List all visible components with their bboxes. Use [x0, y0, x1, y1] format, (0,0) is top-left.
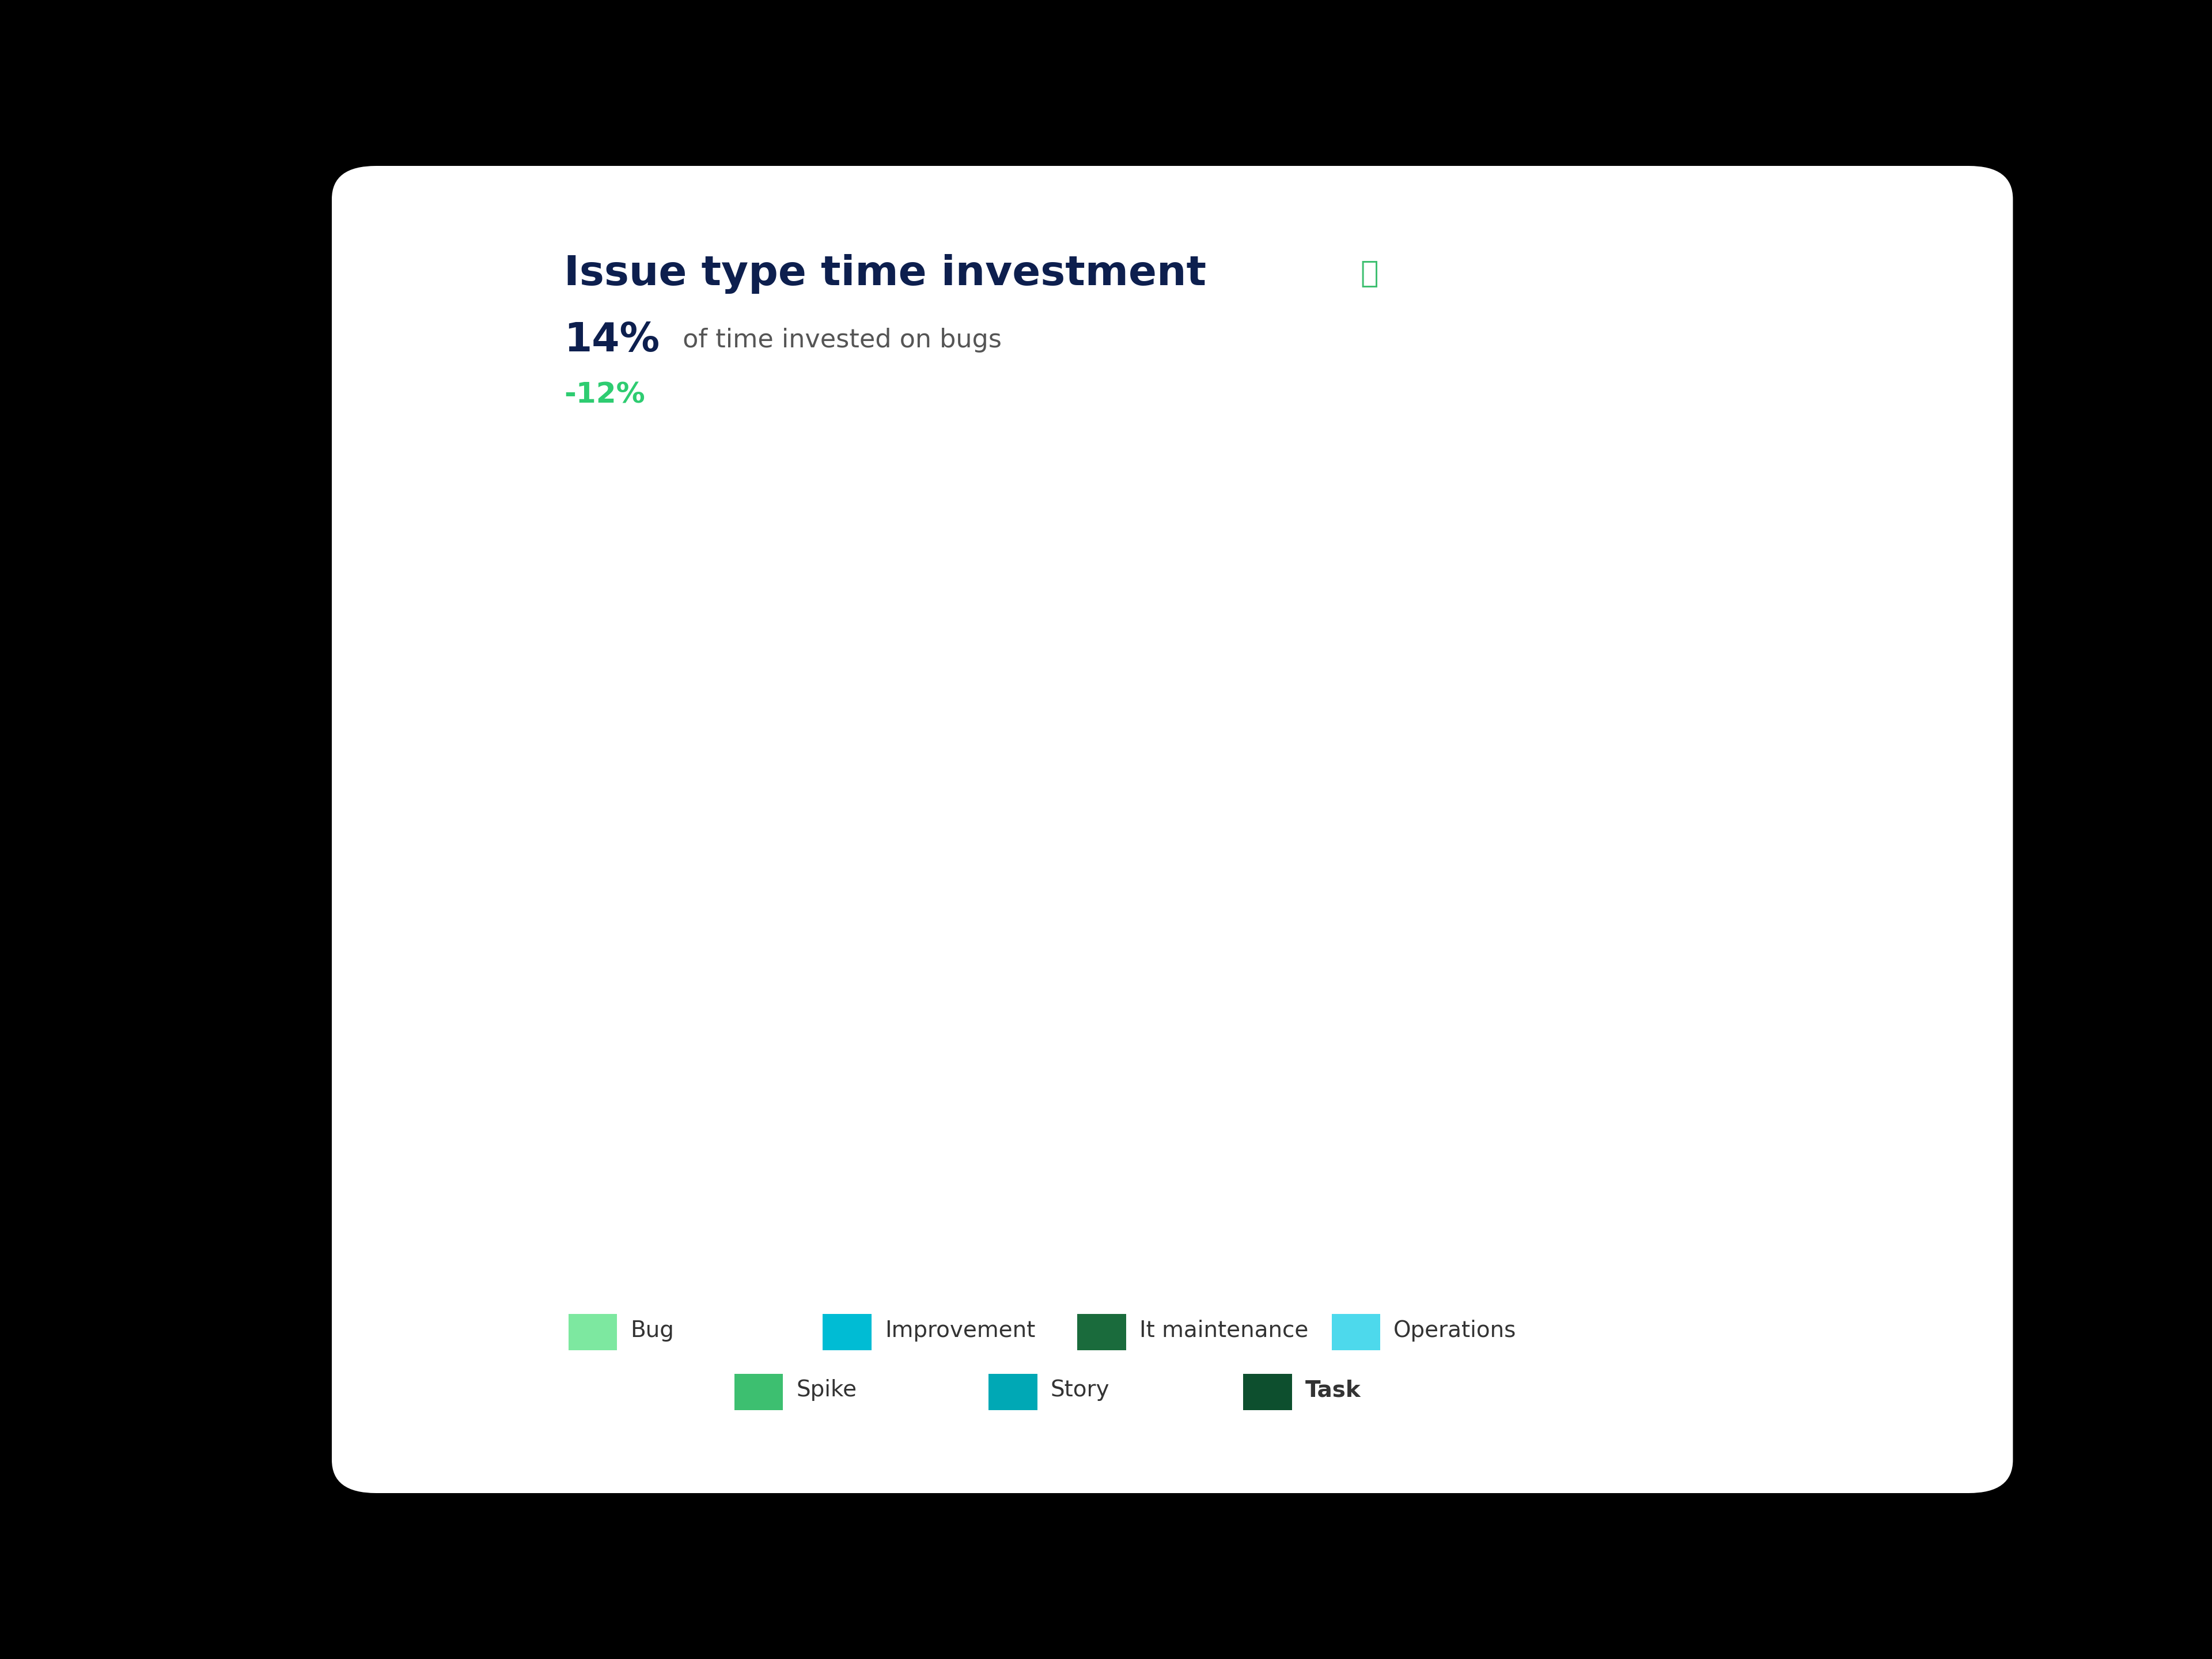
Text: Spike: Spike	[796, 1379, 856, 1402]
Bar	[1206, 884, 1272, 936]
Bar	[582, 1037, 650, 1219]
Text: Operations: Operations	[1394, 1319, 1517, 1342]
Bar	[1827, 944, 1896, 1219]
Text: Story: Story	[1051, 1379, 1110, 1402]
Bar	[708, 966, 774, 1219]
Bar	[956, 1168, 1024, 1219]
Text: Task: Task	[1305, 1379, 1360, 1402]
Bar	[832, 521, 900, 1067]
Bar	[956, 1052, 1024, 1168]
Bar	[1206, 979, 1272, 1219]
Bar	[1079, 493, 1148, 529]
Bar	[708, 551, 774, 747]
Bar	[1827, 551, 1896, 929]
Bar	[832, 1097, 900, 1146]
Bar	[1079, 529, 1148, 1024]
Bar	[708, 493, 774, 551]
Bar	[1703, 493, 1770, 710]
Bar	[1453, 856, 1522, 1219]
Bar	[1206, 566, 1272, 884]
Text: ⓘ: ⓘ	[1360, 259, 1378, 289]
Bar	[1329, 893, 1398, 936]
Bar	[708, 747, 774, 761]
Bar	[1577, 566, 1646, 863]
Bar	[1206, 493, 1272, 566]
Bar	[1079, 1110, 1148, 1219]
Text: Improvement: Improvement	[885, 1319, 1035, 1342]
Bar	[1453, 710, 1522, 856]
Bar	[1703, 710, 1770, 813]
Bar	[1453, 536, 1522, 667]
Bar	[832, 1146, 900, 1219]
Text: of time invested on bugs: of time invested on bugs	[675, 328, 1002, 352]
Bar	[1827, 929, 1896, 944]
Bar	[1453, 493, 1522, 536]
Bar	[1329, 936, 1398, 1024]
Bar	[956, 1037, 1024, 1052]
Bar	[1329, 529, 1398, 893]
Bar	[582, 856, 650, 944]
Bar	[1577, 493, 1646, 566]
Bar	[832, 1067, 900, 1097]
Bar	[582, 944, 650, 1037]
Text: 14%: 14%	[564, 320, 659, 360]
Bar	[582, 579, 650, 768]
Bar	[1329, 1024, 1398, 1219]
Bar	[1577, 929, 1646, 1219]
Bar	[1329, 493, 1398, 529]
Text: Bug: Bug	[630, 1319, 675, 1342]
Bar	[1577, 893, 1646, 929]
Bar	[1703, 871, 1770, 1015]
Text: Issue type time investment: Issue type time investment	[564, 254, 1206, 294]
Bar	[1206, 936, 1272, 979]
Bar	[1577, 863, 1646, 893]
Bar	[582, 768, 650, 856]
Bar	[1453, 667, 1522, 710]
Bar	[832, 493, 900, 521]
Bar	[708, 761, 774, 966]
Text: -12%: -12%	[564, 382, 646, 408]
Bar	[1079, 1024, 1148, 1082]
Bar	[1827, 493, 1896, 551]
Text: It maintenance: It maintenance	[1139, 1319, 1307, 1342]
Bar	[956, 493, 1024, 536]
Bar	[1703, 1015, 1770, 1219]
Bar	[956, 536, 1024, 1037]
Bar	[582, 493, 650, 579]
Bar	[1079, 1082, 1148, 1110]
Bar	[1703, 813, 1770, 871]
